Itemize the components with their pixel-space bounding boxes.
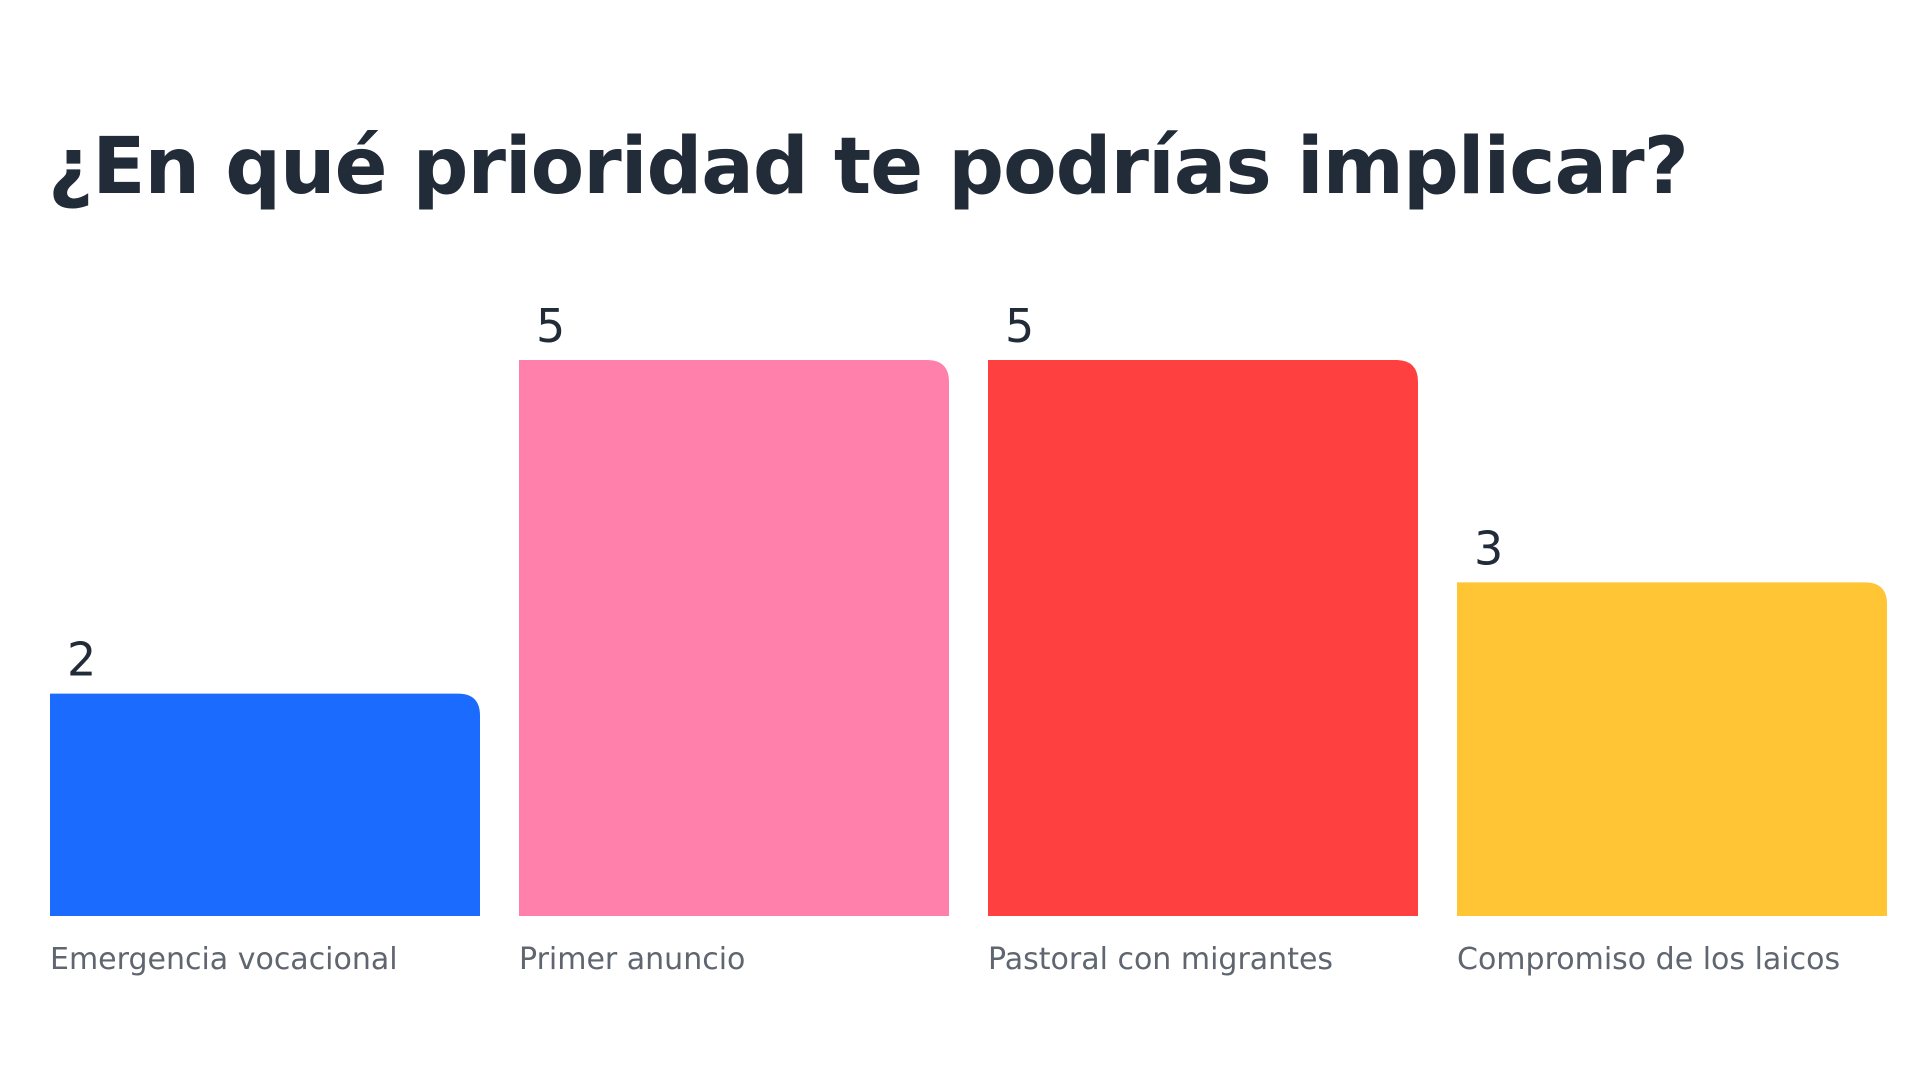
page-title: ¿En qué prioridad te podrías implicar?: [48, 122, 1689, 212]
category-label: Compromiso de los laicos: [1457, 942, 1840, 977]
bar-value-label: 5: [536, 299, 565, 353]
bar-value-label: 5: [1005, 299, 1034, 353]
bar-2: [519, 360, 949, 916]
bar-3: [988, 360, 1418, 916]
bar-value-label: 2: [67, 633, 96, 687]
category-label: Emergencia vocacional: [50, 942, 398, 977]
bar-4: [1457, 582, 1887, 916]
category-label: Pastoral con migrantes: [988, 942, 1333, 977]
bar-value-label: 3: [1474, 521, 1503, 575]
bar-1: [50, 693, 480, 916]
category-label: Primer anuncio: [519, 942, 745, 977]
